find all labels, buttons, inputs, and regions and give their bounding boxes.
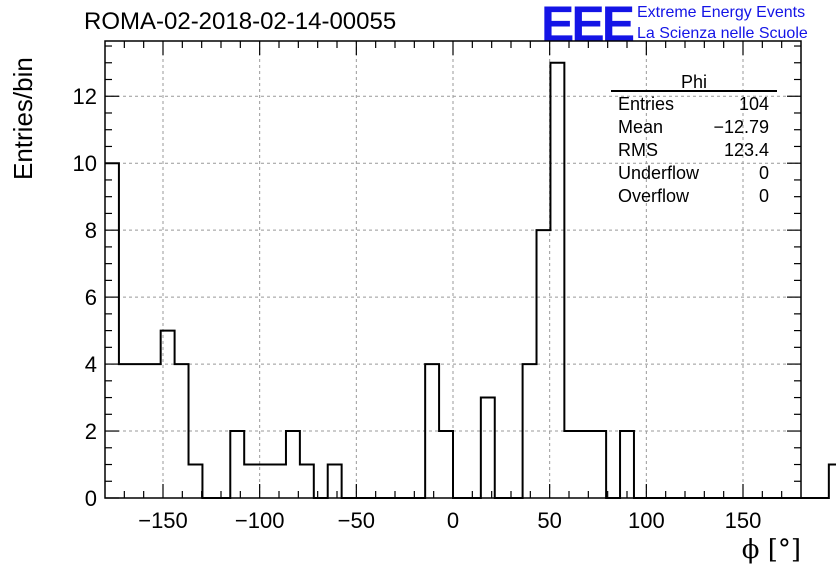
logo-subtitle-line2: La Scienza nelle Scuole — [637, 25, 808, 42]
stat-value: 0 — [759, 186, 769, 206]
y-tick-label: 2 — [85, 419, 97, 444]
histogram-bin — [175, 364, 189, 498]
stat-label: Overflow — [618, 186, 690, 206]
x-tick-label: 0 — [447, 508, 459, 533]
y-tick-label: 12 — [73, 84, 97, 109]
x-tick-label: 150 — [725, 508, 762, 533]
histogram-bin — [328, 465, 342, 498]
histogram-outline — [105, 61, 836, 499]
y-tick-label: 6 — [85, 285, 97, 310]
histogram-bin — [189, 465, 203, 498]
histogram-bin — [592, 431, 606, 498]
stat-label: Underflow — [618, 163, 700, 183]
histogram-bin — [481, 398, 495, 498]
x-axis-label: ϕ [°] — [742, 535, 801, 565]
stats-box: Phi Entries 104 Mean −12.79 RMS 123.4 Underflo… — [611, 72, 777, 206]
histogram-bin — [300, 465, 314, 498]
histogram-bin — [133, 364, 147, 498]
x-tick-label: 50 — [537, 508, 561, 533]
x-tick-label: −100 — [235, 508, 285, 533]
x-tick-label: −150 — [138, 508, 188, 533]
x-tick-label: 100 — [628, 508, 665, 533]
axis-ticks — [105, 41, 801, 499]
y-axis-label: Entries/bin — [8, 57, 38, 180]
stat-value: 123.4 — [724, 140, 769, 160]
chart-title: ROMA-02-2018-02-14-00055 — [84, 8, 397, 35]
stat-label: Mean — [618, 117, 663, 137]
histogram-bin — [620, 431, 634, 498]
stat-label: Entries — [618, 94, 674, 114]
stats-box-name: Phi — [681, 72, 707, 92]
stat-value: −12.79 — [713, 117, 769, 137]
histogram-bin — [244, 465, 258, 498]
y-tick-label: 4 — [85, 352, 97, 377]
grid-lines — [105, 41, 801, 498]
y-tick-labels: 0 2 4 6 8 10 12 — [73, 84, 97, 511]
stat-value: 0 — [759, 163, 769, 183]
logo-subtitle-line1: Extreme Energy Events — [637, 4, 806, 21]
histogram-bin — [550, 63, 564, 498]
histogram-bin — [829, 465, 836, 498]
y-tick-label: 0 — [85, 486, 97, 511]
histogram-bin — [523, 364, 537, 498]
stat-value: 104 — [739, 94, 769, 114]
y-tick-label: 10 — [73, 151, 97, 176]
histogram-bin — [564, 431, 578, 498]
histogram-bin — [230, 431, 244, 498]
histogram-bin — [439, 431, 453, 498]
histogram-bin — [286, 431, 300, 498]
stat-label: RMS — [618, 140, 658, 160]
histogram-bin — [578, 431, 592, 498]
x-tick-label: −50 — [338, 508, 375, 533]
y-tick-label: 8 — [85, 218, 97, 243]
x-tick-labels: −150 −100 −50 0 50 100 150 — [138, 508, 761, 533]
